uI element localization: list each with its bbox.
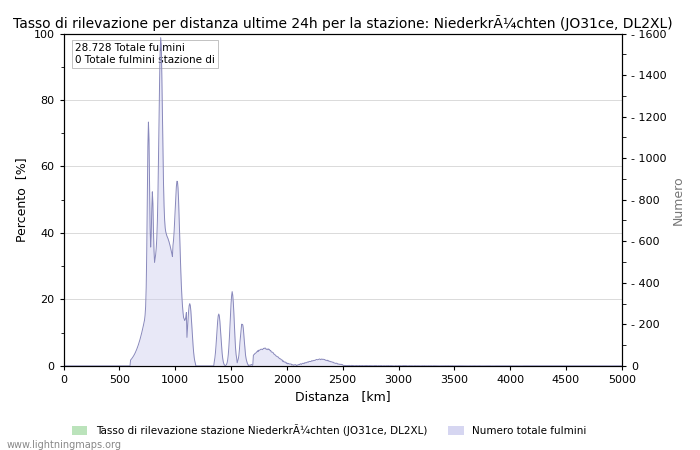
- Text: 28.728 Totale fulmini
0 Totale fulmini stazione di: 28.728 Totale fulmini 0 Totale fulmini s…: [75, 44, 215, 65]
- Legend: Tasso di rilevazione stazione NiederkrÃ¼chten (JO31ce, DL2XL), Numero totale ful: Tasso di rilevazione stazione NiederkrÃ¼…: [68, 420, 590, 440]
- Text: www.lightningmaps.org: www.lightningmaps.org: [7, 440, 122, 450]
- Y-axis label: Percento  [%]: Percento [%]: [15, 158, 28, 242]
- Y-axis label: Numero: Numero: [672, 175, 685, 225]
- X-axis label: Distanza   [km]: Distanza [km]: [295, 391, 391, 404]
- Title: Tasso di rilevazione per distanza ultime 24h per la stazione: NiederkrÃ¼chten (J: Tasso di rilevazione per distanza ultime…: [13, 15, 673, 31]
